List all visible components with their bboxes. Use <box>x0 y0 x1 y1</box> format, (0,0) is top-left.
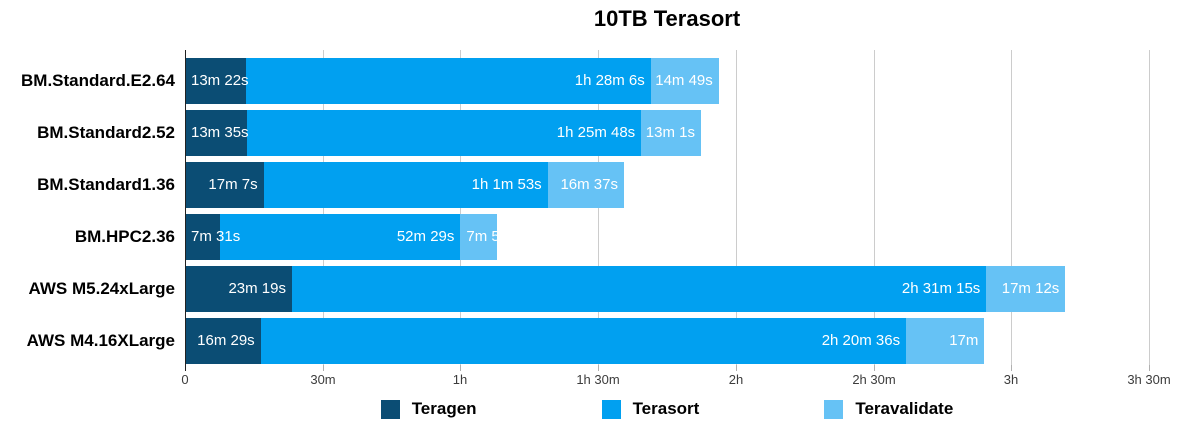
legend-label: Teragen <box>411 399 477 418</box>
plot-area: 13m 22s 1h 28m 6s 14m 49s 13m 35s 1h 25m 48s… <box>185 50 1150 371</box>
bar-segment-teravalidate[interactable]: 17m <box>906 318 985 364</box>
x-tick-label: 0 <box>181 372 189 387</box>
bar-segment-label: 13m 22s <box>191 72 249 89</box>
bar-segment-teragen[interactable]: 16m 29s <box>185 318 261 364</box>
bar-segment-teravalidate[interactable]: 7m 5 <box>460 214 500 260</box>
bar-row: 23m 19s 2h 31m 15s 17m 12s <box>185 266 1066 312</box>
bar-segment-label: 7m 31s <box>191 228 241 245</box>
x-tick-label: 3h <box>1003 372 1019 387</box>
bar-segment-label: 2h 20m 36s <box>821 332 901 349</box>
bar-segment-terasort[interactable]: 1h 25m 48s <box>247 110 642 156</box>
bar-segment-teragen[interactable]: 13m 22s <box>185 58 249 104</box>
axis-tick <box>598 365 599 371</box>
chart-title: 10TB Terasort <box>593 6 741 31</box>
bar-segment-label: 1h 1m 53s <box>471 176 542 193</box>
axis-tick <box>1149 365 1150 371</box>
bar-segment-label: 7m 5 <box>466 228 500 245</box>
axis-tick <box>736 365 737 371</box>
bar-row: 7m 31s 52m 29s 7m 5 <box>185 214 500 260</box>
axis-tick <box>1011 365 1012 371</box>
bar-segment-teragen[interactable]: 23m 19s <box>185 266 292 312</box>
bar-segment-teravalidate[interactable]: 17m 12s <box>986 266 1066 312</box>
legend-label: Teravalidate <box>855 399 954 418</box>
legend-swatch <box>380 399 400 419</box>
bar-segment-terasort[interactable]: 2h 31m 15s <box>292 266 987 312</box>
bar-segment-label: 14m 49s <box>655 72 713 89</box>
bar-segment-teragen[interactable]: 7m 31s <box>185 214 240 260</box>
legend-swatch <box>601 399 621 419</box>
bar-segment-label: 1h 28m 6s <box>574 72 645 89</box>
legend-item-teragen[interactable]: Teragen <box>380 399 477 419</box>
bar-segment-label: 17m 12s <box>1001 280 1060 297</box>
gridline <box>1149 50 1150 365</box>
bar-segment-teravalidate[interactable]: 14m 49s <box>650 58 719 104</box>
x-tick-label: 30m <box>310 372 336 387</box>
bar-segment-teravalidate[interactable]: 16m 37s <box>547 162 624 208</box>
category-label: BM.HPC2.36 <box>74 227 175 246</box>
category-label: BM.Standard2.52 <box>37 123 175 142</box>
bar-segment-label: 17m 7s <box>208 176 258 193</box>
bar-segment-label: 16m 37s <box>560 176 618 193</box>
bar-segment-label: 23m 19s <box>228 280 286 297</box>
bar-row: 13m 35s 1h 25m 48s 13m 1s <box>185 110 701 156</box>
bar-segment-label: 1h 25m 48s <box>556 124 636 141</box>
legend-item-terasort[interactable]: Terasort <box>601 399 700 419</box>
y-axis-line <box>185 50 186 371</box>
bar-segment-terasort[interactable]: 2h 20m 36s <box>260 318 907 364</box>
bar-segment-label: 2h 31m 15s <box>901 280 981 297</box>
axis-tick <box>323 365 324 371</box>
gridline <box>1011 50 1012 365</box>
bar-segment-label: 52m 29s <box>396 228 455 245</box>
legend-swatch <box>824 399 844 419</box>
x-tick-label: 1h <box>452 372 468 387</box>
bar-segment-teravalidate[interactable]: 13m 1s <box>641 110 701 156</box>
legend-label: Terasort <box>632 399 700 418</box>
x-tick-label: 2h <box>728 372 744 387</box>
bar-segment-label: 13m 1s <box>645 124 695 141</box>
bar-segment-terasort[interactable]: 1h 1m 53s <box>263 162 548 208</box>
bar-row: 13m 22s 1h 28m 6s 14m 49s <box>185 58 719 104</box>
bar-segment-terasort[interactable]: 1h 28m 6s <box>246 58 651 104</box>
x-tick-label: 1h 30m <box>576 372 620 387</box>
bar-segment-teragen[interactable]: 17m 7s <box>185 162 264 208</box>
axis-tick <box>874 365 875 371</box>
bar-segment-teragen[interactable]: 13m 35s <box>185 110 249 156</box>
bar-row: 16m 29s 2h 20m 36s 17m <box>185 318 985 364</box>
chart-legend: Teragen Terasort Teravalidate <box>185 399 1149 419</box>
bar-segment-label: 13m 35s <box>191 124 249 141</box>
category-label: BM.Standard.E2.64 <box>21 71 175 90</box>
category-label: BM.Standard1.36 <box>37 175 175 194</box>
bar-row: 17m 7s 1h 1m 53s 16m 37s <box>185 162 624 208</box>
bar-segment-label: 17m <box>949 332 979 349</box>
category-label: AWS M4.16XLarge <box>26 331 175 350</box>
gridline <box>736 50 737 365</box>
bar-segment-terasort[interactable]: 52m 29s <box>219 214 461 260</box>
x-tick-label: 3h 30m <box>1127 372 1171 387</box>
category-label: AWS M5.24xLarge <box>28 279 175 298</box>
axis-tick <box>460 365 461 371</box>
bar-segment-label: 16m 29s <box>197 332 255 349</box>
legend-item-teravalidate[interactable]: Teravalidate <box>824 399 953 419</box>
gridline <box>874 50 875 365</box>
x-tick-label: 2h 30m <box>852 372 896 387</box>
